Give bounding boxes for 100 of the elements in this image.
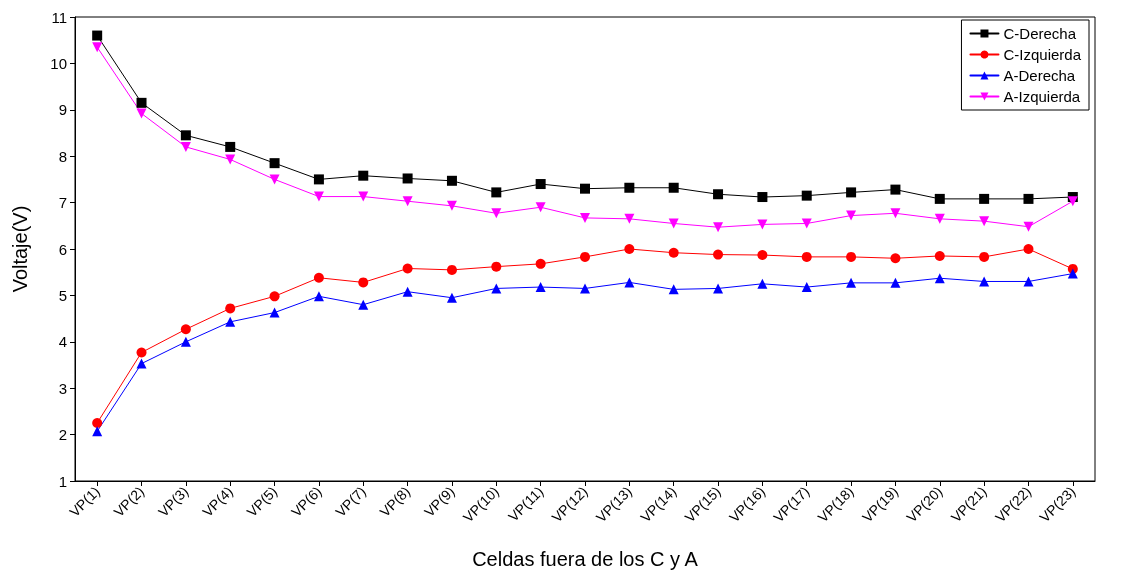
point (269, 307, 280, 318)
point (269, 291, 280, 302)
point (890, 253, 901, 264)
point (668, 247, 679, 258)
point (225, 141, 236, 152)
point (1023, 193, 1034, 204)
point (180, 130, 191, 141)
point (358, 170, 369, 181)
legend-label: C-Izquierda (1003, 46, 1082, 63)
y-tick-label: 6 (58, 240, 67, 258)
y-tick-label: 1 (58, 472, 67, 490)
point (313, 191, 324, 202)
point (446, 292, 457, 303)
point (313, 291, 324, 302)
point (491, 208, 502, 219)
point (979, 251, 990, 262)
point (402, 196, 413, 207)
legend-label: A-Derecha (1003, 67, 1076, 84)
point (358, 277, 369, 288)
point (934, 273, 945, 284)
point (446, 200, 457, 211)
point (92, 426, 103, 437)
point (624, 182, 635, 193)
point (801, 251, 812, 262)
point (491, 261, 502, 272)
point (313, 174, 324, 185)
point (269, 174, 280, 185)
point (535, 202, 546, 213)
y-tick-label: 7 (58, 194, 67, 212)
point (136, 97, 147, 108)
point (535, 258, 546, 269)
point (890, 208, 901, 219)
point (934, 193, 945, 204)
point (668, 284, 679, 295)
point (890, 277, 901, 288)
point (92, 418, 103, 428)
point (358, 191, 369, 202)
point (713, 249, 724, 260)
point (136, 347, 147, 358)
point (713, 283, 724, 294)
point (624, 244, 635, 254)
point (491, 283, 502, 294)
point (801, 218, 812, 229)
legend-label: A-Izquierda (1003, 88, 1081, 105)
point (491, 187, 502, 198)
point (757, 278, 768, 289)
point (801, 282, 812, 293)
y-tick-label: 2 (58, 426, 67, 444)
point (180, 336, 191, 347)
y-tick-label: 3 (58, 379, 67, 397)
y-tick-label: 11 (51, 8, 67, 26)
point (180, 324, 191, 335)
point (1023, 276, 1034, 287)
point (979, 193, 990, 204)
y-tick-label: 9 (58, 101, 67, 119)
point (580, 251, 590, 262)
point (1023, 221, 1034, 232)
point (713, 222, 724, 233)
y-tick-label: 8 (58, 147, 67, 165)
point (580, 183, 590, 194)
point (136, 108, 147, 119)
point (580, 212, 590, 223)
point (136, 358, 147, 369)
point (801, 190, 812, 201)
point (1067, 196, 1078, 207)
point (446, 175, 457, 186)
point (846, 277, 857, 288)
point (757, 192, 768, 203)
point (934, 250, 945, 261)
point (713, 189, 724, 200)
point (358, 299, 369, 310)
x-axis-title: Celdas fuera de los C y A (472, 548, 699, 570)
point (402, 173, 413, 184)
point (624, 277, 635, 288)
point (225, 316, 236, 327)
point (535, 179, 546, 190)
point (1023, 244, 1034, 254)
point (269, 158, 280, 169)
point (668, 218, 679, 229)
point (757, 250, 768, 261)
point (313, 272, 324, 283)
point (225, 303, 236, 314)
point (757, 219, 768, 230)
point (1067, 268, 1078, 279)
point (180, 141, 191, 152)
y-axis-title: Voltaje(V) (9, 205, 31, 293)
point (92, 42, 103, 53)
point (979, 276, 990, 287)
point (402, 263, 413, 274)
point (402, 286, 413, 297)
point (846, 210, 857, 221)
point (535, 282, 546, 293)
point (979, 216, 990, 227)
point (846, 251, 857, 262)
legend-label: C-Derecha (1003, 25, 1077, 42)
point (934, 213, 945, 224)
point (92, 30, 103, 41)
y-tick-label: 4 (58, 333, 67, 351)
y-tick-label: 10 (50, 54, 67, 72)
point (225, 154, 236, 165)
